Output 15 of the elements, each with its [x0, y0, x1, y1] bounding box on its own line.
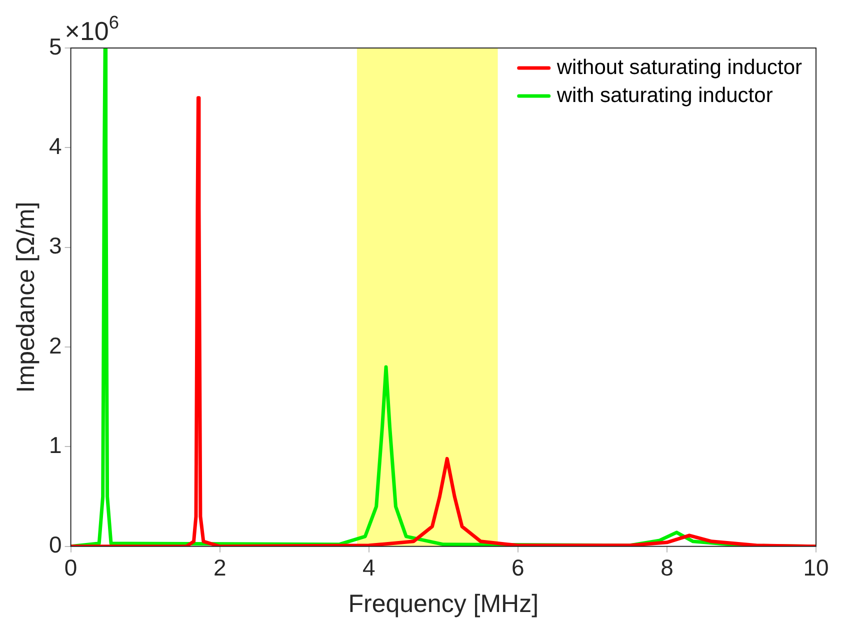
- x-tick-label: 10: [803, 554, 829, 581]
- y-axis-title: Impedance [Ω/m]: [12, 202, 40, 393]
- y-tick-label: 4: [48, 133, 62, 160]
- x-tick-label: 6: [512, 554, 524, 581]
- x-tick-label: 8: [660, 554, 674, 581]
- legend-label: with saturating inductor: [556, 84, 773, 107]
- y-tick-label: 0: [48, 532, 62, 558]
- x-tick-label: 2: [213, 554, 226, 581]
- y-tick-label: 3: [48, 232, 62, 259]
- x-tick-label: 4: [362, 554, 376, 581]
- y-tick-label: 1: [48, 432, 62, 458]
- legend-label: without saturating inductor: [556, 56, 802, 79]
- y-tick-label: 2: [48, 332, 62, 358]
- y-tick-label: 5: [48, 33, 62, 60]
- x-axis-title: Frequency [MHz]: [348, 590, 539, 618]
